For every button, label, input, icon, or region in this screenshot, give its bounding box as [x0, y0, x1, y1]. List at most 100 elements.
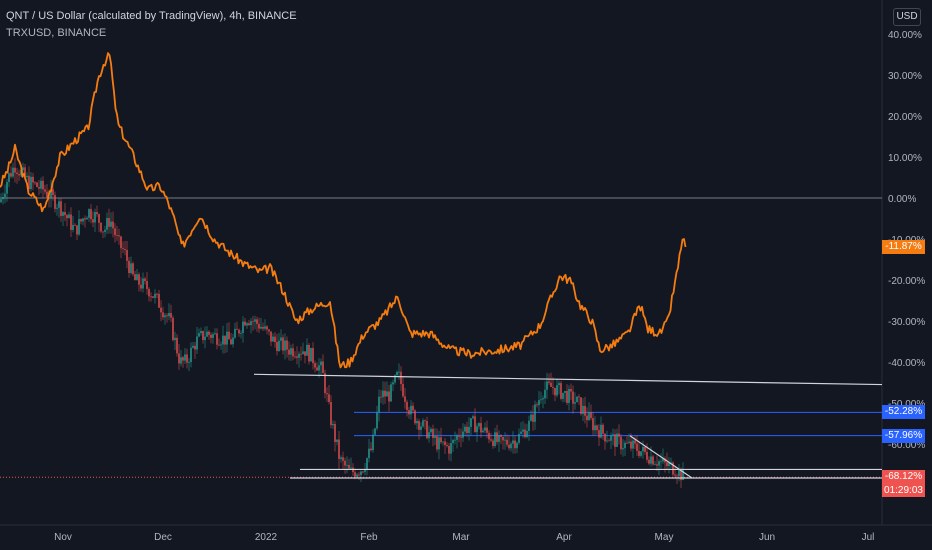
- compare-symbol-legend[interactable]: TRXUSD, BINANCE: [6, 27, 107, 39]
- candle-body: [564, 390, 566, 393]
- candle-body: [74, 224, 76, 226]
- candle-body: [662, 458, 664, 462]
- candle-body: [656, 464, 658, 466]
- candle-body: [316, 367, 318, 371]
- candle-body: [56, 207, 58, 209]
- candle-body: [624, 442, 626, 449]
- candle-body: [162, 312, 164, 318]
- candle-body: [268, 329, 270, 332]
- candle-body: [34, 182, 36, 184]
- x-tick-label: Feb: [360, 532, 378, 543]
- candle-body: [416, 421, 418, 424]
- bar-countdown: 01:29:03: [882, 484, 925, 498]
- x-tick-label: May: [655, 532, 674, 543]
- candle-body: [658, 461, 660, 466]
- level-1-price-tag: -52.28%: [882, 405, 925, 420]
- candle-body: [426, 421, 428, 439]
- candle-body: [126, 250, 128, 261]
- candle-body: [580, 397, 582, 414]
- candle-body: [394, 375, 396, 383]
- candle-body: [654, 464, 656, 466]
- candle-body: [496, 432, 498, 442]
- candle-body: [458, 435, 460, 437]
- candle-body: [62, 212, 64, 216]
- x-axis[interactable]: Nov Dec 2022 Feb Mar Apr May Jun Jul: [54, 532, 874, 543]
- candle-body: [210, 334, 212, 338]
- candle-body: [568, 388, 570, 403]
- candle-body: [36, 182, 38, 188]
- candle-body: [220, 344, 222, 346]
- y-axis[interactable]: 40.00%30.00%20.00%10.00%0.00%-10.00%-20.…: [888, 30, 925, 451]
- candle-body: [244, 321, 246, 326]
- trendlines[interactable]: [253, 373, 883, 479]
- candle-body: [380, 396, 382, 398]
- candle-body: [292, 348, 294, 357]
- candle-body: [342, 457, 344, 461]
- candle-body: [384, 390, 386, 397]
- candle-body: [108, 217, 110, 227]
- candle-body: [398, 371, 400, 373]
- candle-body: [508, 444, 510, 449]
- candle-body: [354, 472, 356, 477]
- candle-body: [8, 173, 10, 183]
- candle-body: [66, 215, 68, 219]
- candle-body: [622, 448, 624, 450]
- candle-body: [160, 307, 162, 313]
- candle-body: [510, 443, 512, 449]
- candle-body: [270, 331, 272, 342]
- candle-body: [332, 423, 334, 426]
- candle-body: [70, 214, 72, 230]
- candle-body: [468, 426, 470, 433]
- y-tick-label: 30.00%: [888, 71, 922, 82]
- candle-body: [96, 212, 98, 215]
- candle-body: [576, 396, 578, 403]
- candle-body: [682, 469, 684, 481]
- candle-body: [392, 382, 394, 385]
- candle-body: [630, 441, 632, 449]
- candle-body: [530, 414, 532, 421]
- candle-body: [486, 427, 488, 433]
- x-tick-label: 2022: [255, 532, 278, 543]
- candle-body: [534, 404, 536, 422]
- candle-body: [490, 439, 492, 441]
- candle-body: [540, 399, 542, 401]
- candle-body: [312, 347, 314, 364]
- candle-body: [54, 194, 56, 209]
- candle-body: [122, 248, 124, 250]
- candle-body: [542, 398, 544, 400]
- candle-body: [20, 169, 22, 176]
- candle-body: [478, 423, 480, 427]
- y-tick-label: 20.00%: [888, 112, 922, 123]
- candle-body: [206, 331, 208, 337]
- candle-body: [414, 410, 416, 424]
- candle-body: [614, 434, 616, 447]
- candle-body: [154, 293, 156, 298]
- candle-body: [186, 354, 188, 363]
- candle-body: [266, 326, 268, 330]
- candle-body: [252, 321, 254, 323]
- candle-body: [92, 219, 94, 223]
- candle-body: [472, 416, 474, 419]
- candle-body: [402, 383, 404, 397]
- x-tick-label: Mar: [452, 532, 470, 543]
- candle-body: [666, 462, 668, 467]
- y-tick-label: 10.00%: [888, 153, 922, 164]
- candle-body: [668, 462, 670, 467]
- candle-body: [158, 293, 160, 308]
- candle-body: [310, 347, 312, 362]
- candle-body: [502, 436, 504, 441]
- candle-body: [454, 439, 456, 441]
- candle-body: [226, 331, 228, 345]
- candle-body: [152, 296, 154, 298]
- currency-button[interactable]: USD: [893, 8, 921, 26]
- candle-body: [10, 173, 12, 177]
- candle-body: [452, 440, 454, 444]
- chart-grid: [0, 0, 932, 526]
- candle-body: [150, 296, 152, 298]
- candle-body: [116, 235, 118, 237]
- candle-body: [444, 441, 446, 446]
- candle-body: [0, 199, 2, 203]
- y-tick-label: -50.00%: [888, 399, 925, 410]
- candle-body: [448, 445, 450, 454]
